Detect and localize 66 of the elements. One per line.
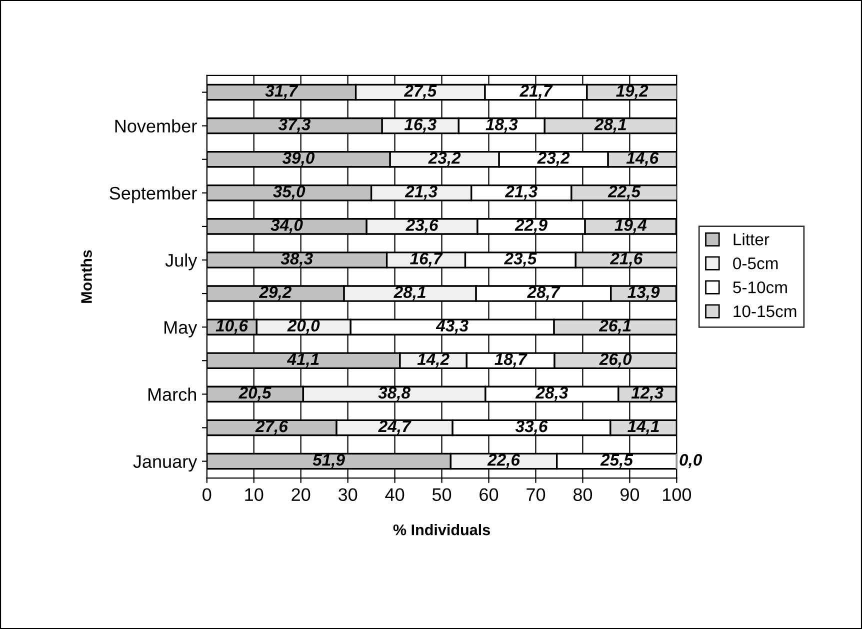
data-label: 26,1 [598,320,631,334]
data-label: 13,9 [628,286,660,300]
data-label: 0,0 [680,454,702,468]
x-tick-label: 70 [526,488,546,502]
x-axis-title: % Individuals [393,524,490,536]
data-label: 14,1 [628,420,659,435]
data-label: 26,0 [599,353,632,368]
data-label: 18,3 [486,118,518,133]
legend-label: Litter [734,233,770,246]
legend-label: 0-5cm [733,257,778,270]
x-tick-label: 100 [662,488,692,502]
data-label: 20,5 [238,386,272,402]
data-label: 28,1 [394,286,426,300]
y-axis-title: Months [80,250,92,303]
x-tick-label: 90 [620,488,640,502]
data-label: 21,3 [404,186,438,200]
x-tick-label: 0 [202,488,212,502]
data-label: 21,3 [504,186,538,200]
data-label: 25,5 [600,454,634,468]
y-tick-label: March [148,388,196,401]
x-tick-label: 10 [245,488,264,502]
data-label: 21,6 [610,252,643,267]
y-tick-label: November [115,119,197,133]
data-label: 19,4 [614,219,647,234]
data-label: 51,9 [312,454,345,468]
y-tick-label: May [164,321,198,338]
data-label: 29,2 [258,286,292,300]
data-label: 28,1 [594,118,626,133]
x-tick-label: 60 [480,488,498,502]
x-tick-label: 40 [385,488,404,502]
data-label: 10,6 [216,320,248,334]
data-label: 38,3 [280,252,313,267]
data-label: 39,0 [282,152,315,166]
data-label: 16,3 [404,118,436,133]
x-tick-label: 80 [573,488,592,502]
data-label: 20,0 [287,320,320,334]
y-tick-label: January [133,455,198,472]
data-label: 34,0 [270,219,303,234]
data-label: 14,2 [417,353,450,368]
data-label: 23,5 [504,252,537,267]
y-tick-label: July [165,253,198,270]
data-label: 28,7 [527,286,560,300]
data-label: 16,7 [410,252,443,267]
data-label: 35,0 [273,186,306,200]
data-label: 27,6 [255,420,288,435]
data-label: 28,3 [535,386,568,402]
y-tick-label: September [110,186,197,204]
data-label: 38,8 [378,386,411,402]
legend-label: 5-10cm [733,281,787,294]
data-label: 23,6 [406,219,438,234]
x-tick-label: 30 [338,488,358,502]
data-label: 18,7 [494,353,528,368]
data-label: 14,6 [626,152,659,166]
data-label: 23,2 [428,152,461,166]
legend-label: 10-15cm [734,305,796,318]
data-label: 12,3 [631,386,664,402]
data-label: 22,6 [487,454,520,468]
data-label: 33,6 [515,420,548,435]
x-tick-label: 20 [292,488,310,502]
data-label: 23,2 [537,152,570,166]
data-label: 41,1 [286,353,319,368]
data-label: 22,9 [514,219,548,234]
x-tick-label: 50 [432,488,452,502]
data-label: 22,5 [608,186,641,200]
data-label: 19,2 [616,84,648,100]
data-label: 43,3 [436,320,468,334]
